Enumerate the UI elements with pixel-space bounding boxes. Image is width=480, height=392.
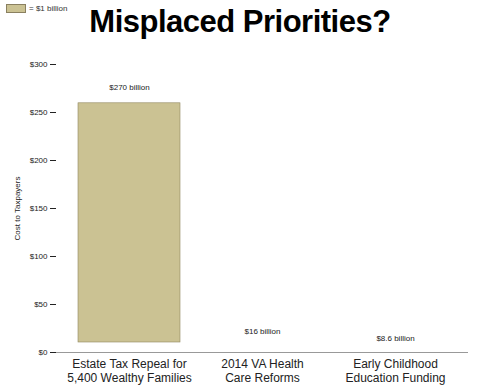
svg-text:Early ChildhoodEducation Fundi: Early ChildhoodEducation Funding bbox=[345, 357, 445, 385]
html-text:Misplaced Priorities?: Misplaced Priorities? bbox=[89, 4, 391, 39]
svg-text:$16 billion: $16 billion bbox=[244, 327, 280, 336]
svg-text:$8.6 billion: $8.6 billion bbox=[376, 334, 414, 343]
svg-text:$300: $300 bbox=[30, 60, 48, 69]
svg-text:$100: $100 bbox=[30, 252, 48, 261]
svg-text:$50: $50 bbox=[34, 300, 48, 309]
svg-text:$200: $200 bbox=[30, 156, 48, 165]
svg-text:Cost to Taxpayers: Cost to Taxpayers bbox=[13, 177, 22, 241]
svg-text:$250: $250 bbox=[30, 108, 48, 117]
svg-text:$0: $0 bbox=[39, 348, 48, 357]
svg-text:2014 VA HealthCare Reforms: 2014 VA HealthCare Reforms bbox=[221, 357, 304, 385]
html-text:= $1 billion: = $1 billion bbox=[29, 4, 68, 13]
svg-text:Estate Tax Repeal for5,400 Wea: Estate Tax Repeal for5,400 Wealthy Famil… bbox=[67, 357, 192, 385]
svg-text:$150: $150 bbox=[30, 204, 48, 213]
svg-text:$270 billion: $270 billion bbox=[109, 83, 149, 92]
